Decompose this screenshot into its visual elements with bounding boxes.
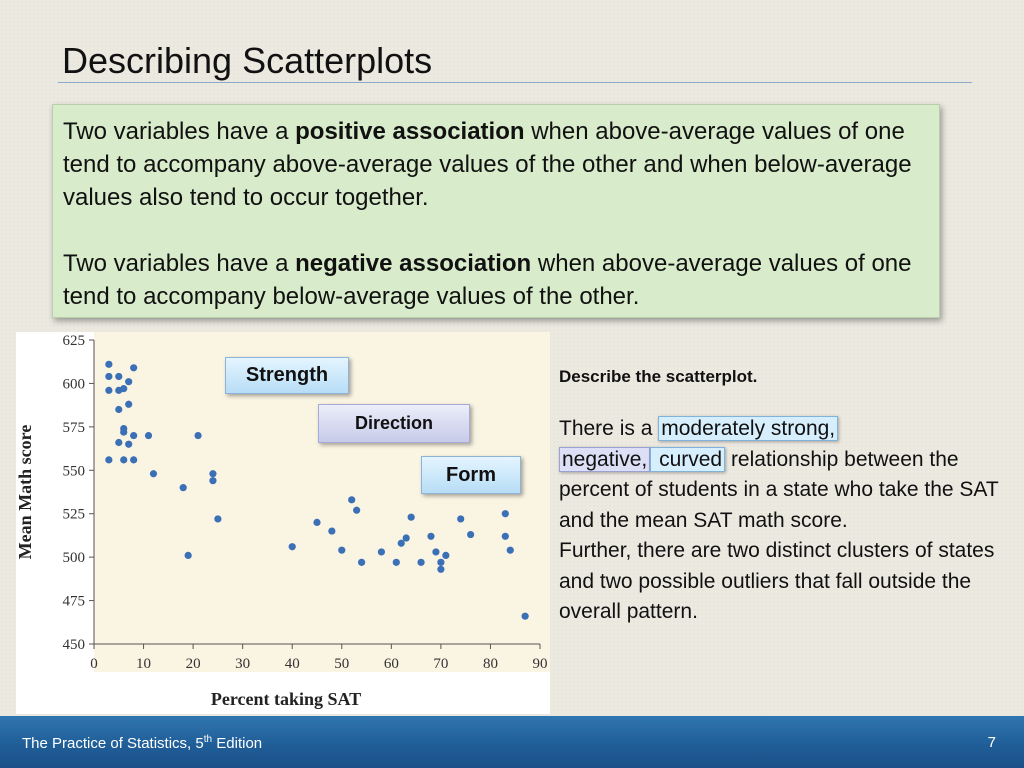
data-point: [149, 470, 158, 478]
data-point: [437, 565, 445, 573]
x-tick-label: 30: [235, 656, 250, 672]
strength-highlight: moderately strong,: [658, 416, 839, 441]
y-tick-label: 625: [63, 333, 86, 349]
description-panel: Describe the scatterplot. There is a mod…: [559, 366, 1009, 628]
x-tick-label: 40: [285, 656, 300, 672]
further-text: Further, there are two distinct clusters…: [559, 539, 995, 623]
book-title: The Practice of Statistics, 5th Edition: [22, 734, 263, 752]
x-tick-label: 0: [90, 656, 98, 672]
data-point: [120, 385, 128, 393]
strength-tag: Strength: [225, 357, 349, 394]
x-tick-label: 20: [186, 656, 201, 672]
definition-box: Two variables have a positive associatio…: [52, 104, 940, 318]
data-point: [402, 534, 410, 542]
data-point: [144, 431, 153, 440]
data-point: [105, 456, 113, 464]
data-point: [353, 506, 361, 514]
data-point: [105, 360, 113, 368]
data-point: [437, 558, 445, 566]
data-point: [338, 546, 346, 554]
data-point: [125, 440, 133, 448]
data-point: [521, 612, 529, 620]
y-tick-label: 525: [63, 507, 86, 523]
y-axis-label: Mean Math score: [16, 425, 35, 560]
x-tick-label: 90: [533, 656, 548, 672]
data-point: [501, 532, 509, 540]
x-tick-label: 10: [136, 656, 151, 672]
data-point: [105, 386, 113, 394]
definition-text: Two variables have a: [63, 250, 296, 277]
data-point: [130, 456, 138, 464]
positive-association-definition: Two variables have a positive associatio…: [63, 115, 929, 214]
page-number: 7: [987, 734, 996, 751]
data-point: [467, 530, 475, 539]
negative-association-definition: Two variables have a negative associatio…: [63, 247, 929, 313]
y-tick-label: 500: [63, 550, 86, 566]
footer-bar: The Practice of Statistics, 5th Edition …: [0, 716, 1024, 768]
positive-association-term: positive association: [295, 118, 525, 145]
data-point: [209, 477, 217, 485]
x-axis-label: Percent taking SAT: [211, 689, 361, 709]
data-point: [328, 527, 336, 535]
definition-text: when above-average values of one tend to…: [63, 118, 912, 211]
data-point: [348, 496, 356, 504]
y-tick-label: 600: [63, 376, 86, 392]
y-tick-label: 550: [63, 463, 86, 479]
data-point: [506, 546, 514, 554]
data-point: [417, 558, 425, 566]
data-point: [120, 428, 128, 436]
data-point: [214, 515, 222, 523]
y-tick-label: 575: [63, 420, 86, 436]
direction-highlight: negative,: [559, 446, 651, 472]
slide-title: Describing Scatterplots: [62, 40, 433, 81]
x-tick-label: 70: [433, 656, 448, 672]
describe-prompt: Describe the scatterplot.: [559, 367, 758, 386]
answer-text: relationship between the percent of stud…: [559, 447, 999, 532]
data-point: [313, 518, 321, 526]
definition-text: when above-average values of one tend to…: [63, 250, 912, 310]
data-point: [397, 539, 405, 547]
data-point: [501, 510, 509, 518]
data-point: [179, 484, 187, 492]
data-point: [427, 532, 435, 540]
data-point: [194, 431, 202, 440]
data-point: [432, 548, 440, 556]
data-point: [457, 515, 465, 523]
data-point: [115, 438, 123, 447]
answer-text: There is a: [559, 417, 659, 440]
title-divider: [58, 82, 972, 83]
data-point: [115, 405, 123, 414]
data-point: [125, 400, 133, 408]
y-tick-label: 475: [63, 594, 86, 610]
data-point: [358, 558, 366, 566]
data-point: [120, 456, 128, 464]
data-point: [105, 372, 113, 381]
x-tick-label: 80: [483, 656, 498, 672]
description-answer: There is a moderately strong, negative, c…: [559, 414, 1009, 628]
data-point: [130, 431, 138, 440]
x-tick-label: 60: [384, 656, 399, 672]
definition-text: Two variables have a: [63, 118, 296, 145]
scatterplot: 0 10 20 30 40 50 60 70 80 90 450 475 500 525 550 575 600…: [16, 332, 550, 709]
data-point: [130, 364, 138, 372]
data-point: [407, 513, 415, 521]
data-point: [209, 470, 217, 478]
data-point: [377, 548, 386, 556]
negative-association-term: negative association: [295, 250, 532, 277]
data-point: [288, 543, 296, 551]
data-point: [442, 551, 450, 560]
form-tag: Form: [421, 456, 521, 494]
x-tick-label: 50: [334, 656, 349, 672]
data-point: [184, 551, 192, 560]
data-point: [125, 378, 133, 386]
scatterplot-panel: 0 10 20 30 40 50 60 70 80 90 450 475 500 525 550 575 600…: [16, 332, 550, 714]
data-point: [115, 372, 123, 381]
form-highlight: curved: [650, 446, 726, 472]
y-tick-label: 450: [63, 637, 86, 653]
data-point: [392, 558, 400, 566]
direction-tag: Direction: [318, 404, 470, 443]
